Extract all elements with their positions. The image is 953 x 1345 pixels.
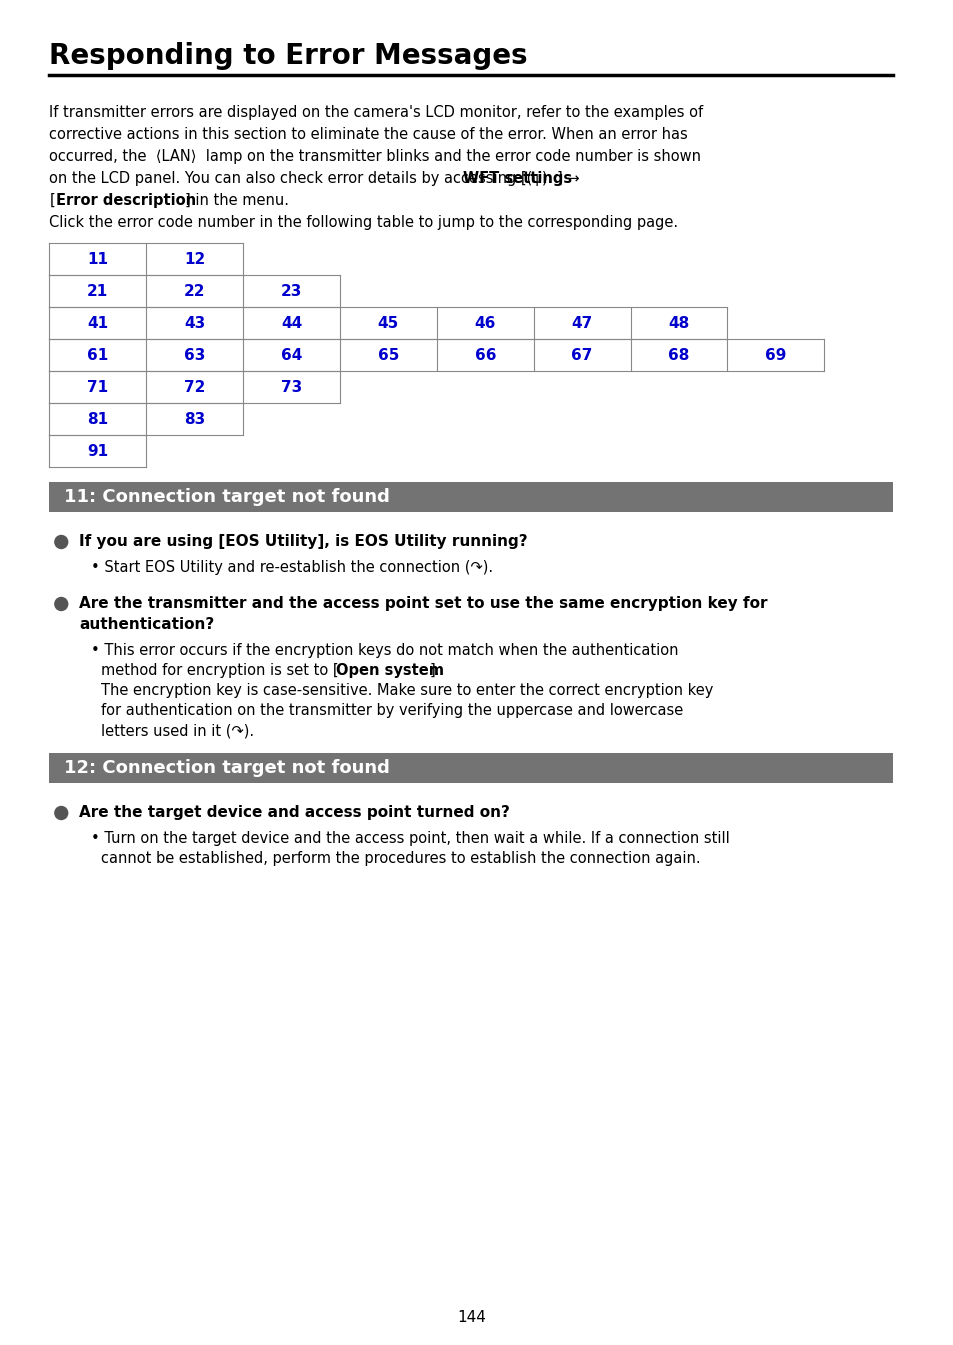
Text: 48: 48 bbox=[668, 316, 689, 331]
Text: corrective actions in this section to eliminate the cause of the error. When an : corrective actions in this section to el… bbox=[50, 126, 687, 143]
Text: If you are using [EOS Utility], is EOS Utility running?: If you are using [EOS Utility], is EOS U… bbox=[79, 534, 527, 549]
Text: 12: 12 bbox=[184, 252, 205, 266]
FancyBboxPatch shape bbox=[50, 753, 893, 783]
Text: 12: Connection target not found: 12: Connection target not found bbox=[64, 759, 390, 777]
Text: 45: 45 bbox=[377, 316, 398, 331]
Circle shape bbox=[54, 535, 68, 549]
Text: 47: 47 bbox=[571, 316, 592, 331]
Text: Are the target device and access point turned on?: Are the target device and access point t… bbox=[79, 806, 510, 820]
Text: 66: 66 bbox=[474, 347, 496, 363]
Text: The encryption key is case-sensitive. Make sure to enter the correct encryption : The encryption key is case-sensitive. Ma… bbox=[101, 683, 713, 698]
FancyBboxPatch shape bbox=[50, 482, 893, 512]
Text: 44: 44 bbox=[280, 316, 302, 331]
Text: 72: 72 bbox=[184, 379, 205, 394]
Text: on the LCD panel. You can also check error details by accessing [(ψ):: on the LCD panel. You can also check err… bbox=[50, 171, 558, 186]
Circle shape bbox=[54, 807, 68, 819]
Text: 83: 83 bbox=[184, 412, 205, 426]
Text: 91: 91 bbox=[87, 444, 109, 459]
Text: 22: 22 bbox=[184, 284, 205, 299]
Text: [: [ bbox=[50, 192, 55, 208]
Text: • Start EOS Utility and re-establish the connection (↷).: • Start EOS Utility and re-establish the… bbox=[91, 560, 493, 576]
Text: Click the error code number in the following table to jump to the corresponding : Click the error code number in the follo… bbox=[50, 215, 678, 230]
Text: occurred, the  ⟨LAN⟩  lamp on the transmitter blinks and the error code number i: occurred, the ⟨LAN⟩ lamp on the transmit… bbox=[50, 149, 700, 164]
Text: Are the transmitter and the access point set to use the same encryption key for: Are the transmitter and the access point… bbox=[79, 596, 767, 611]
Text: ] in the menu.: ] in the menu. bbox=[185, 192, 289, 208]
Circle shape bbox=[54, 597, 68, 611]
Text: ].: ]. bbox=[430, 663, 440, 678]
Text: 73: 73 bbox=[280, 379, 302, 394]
Text: method for encryption is set to [: method for encryption is set to [ bbox=[101, 663, 338, 678]
Text: 71: 71 bbox=[87, 379, 109, 394]
Text: for authentication on the transmitter by verifying the uppercase and lowercase: for authentication on the transmitter by… bbox=[101, 703, 682, 718]
Text: If transmitter errors are displayed on the camera's LCD monitor, refer to the ex: If transmitter errors are displayed on t… bbox=[50, 105, 702, 120]
Text: 64: 64 bbox=[280, 347, 302, 363]
Text: 43: 43 bbox=[184, 316, 205, 331]
Text: 81: 81 bbox=[87, 412, 109, 426]
Text: • This error occurs if the encryption keys do not match when the authentication: • This error occurs if the encryption ke… bbox=[91, 643, 678, 658]
Text: Responding to Error Messages: Responding to Error Messages bbox=[50, 42, 528, 70]
Text: letters used in it (↷).: letters used in it (↷). bbox=[101, 724, 253, 738]
Text: 46: 46 bbox=[474, 316, 496, 331]
Text: 11: 11 bbox=[88, 252, 109, 266]
Text: 21: 21 bbox=[87, 284, 109, 299]
Text: Open system: Open system bbox=[335, 663, 443, 678]
Text: Error description: Error description bbox=[56, 192, 196, 208]
Text: 67: 67 bbox=[571, 347, 592, 363]
Text: 68: 68 bbox=[668, 347, 689, 363]
Text: authentication?: authentication? bbox=[79, 617, 214, 632]
Text: 63: 63 bbox=[184, 347, 205, 363]
Text: cannot be established, perform the procedures to establish the connection again.: cannot be established, perform the proce… bbox=[101, 851, 700, 866]
Text: 65: 65 bbox=[377, 347, 398, 363]
Text: 41: 41 bbox=[87, 316, 109, 331]
Text: ] →: ] → bbox=[557, 171, 579, 186]
Text: 69: 69 bbox=[764, 347, 785, 363]
Text: 11: Connection target not found: 11: Connection target not found bbox=[64, 488, 390, 506]
Text: 144: 144 bbox=[456, 1310, 485, 1326]
Text: • Turn on the target device and the access point, then wait a while. If a connec: • Turn on the target device and the acce… bbox=[91, 831, 729, 846]
Text: WFT settings: WFT settings bbox=[462, 171, 571, 186]
Text: 61: 61 bbox=[87, 347, 109, 363]
Text: 23: 23 bbox=[280, 284, 302, 299]
